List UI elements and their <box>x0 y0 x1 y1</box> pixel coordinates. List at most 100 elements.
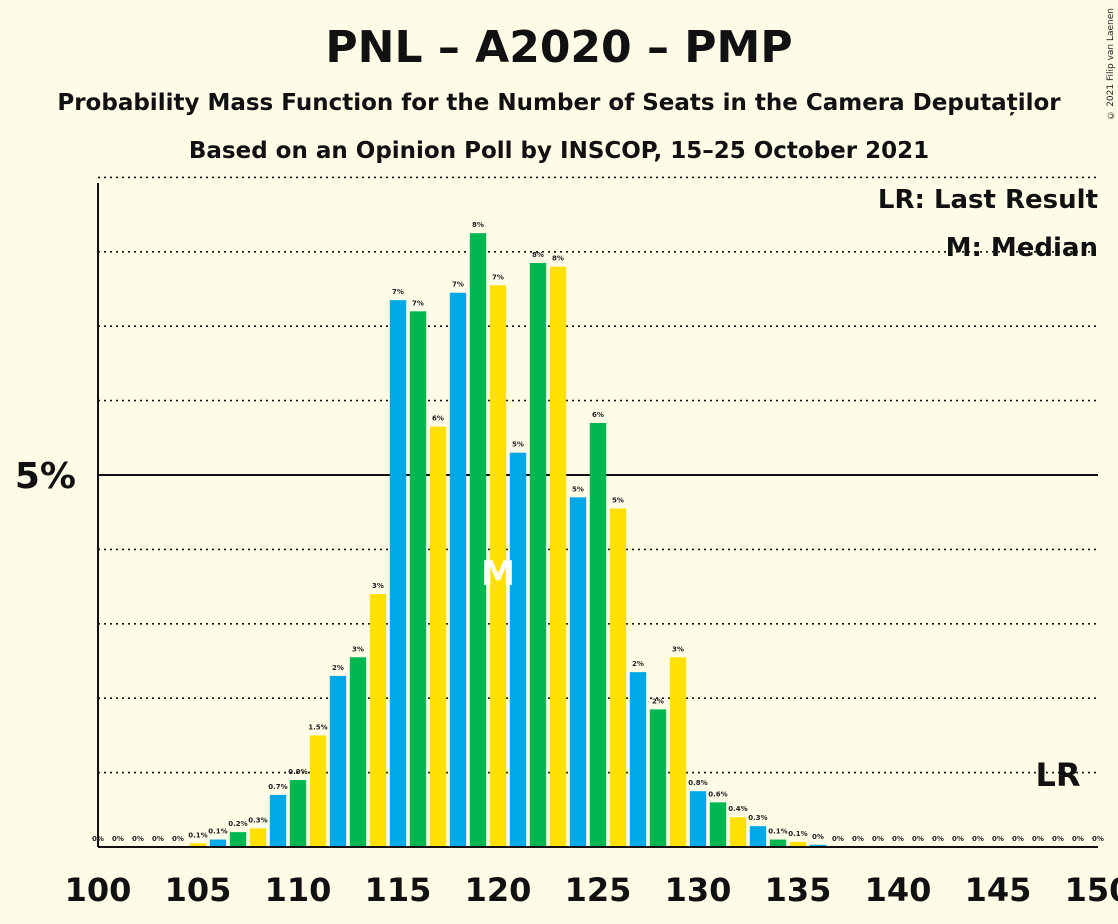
data-label: 0% <box>1092 835 1104 843</box>
data-label: 0.6% <box>708 790 727 798</box>
bar-seat-107 <box>229 832 247 847</box>
x-tick-label: 140 <box>865 871 932 909</box>
x-tick-label: 150 <box>1065 871 1118 909</box>
bar-seat-129 <box>669 657 687 847</box>
bar-seat-121 <box>509 452 527 847</box>
median-marker: M <box>481 554 515 594</box>
data-label: 0.4% <box>728 805 747 813</box>
data-label: 2% <box>652 697 664 705</box>
bar-seat-113 <box>349 657 367 847</box>
data-label: 0% <box>932 835 944 843</box>
data-label: 0.1% <box>188 831 207 839</box>
bar-seat-126 <box>609 508 627 847</box>
chart-subtitle: Probability Mass Function for the Number… <box>57 90 1061 116</box>
data-label: 0% <box>1012 835 1024 843</box>
data-label: 7% <box>412 299 424 307</box>
x-tick-label: 125 <box>565 871 632 909</box>
data-label: 0% <box>112 835 124 843</box>
data-label: 0.1% <box>208 828 227 836</box>
bar-seat-111 <box>309 735 327 847</box>
data-label: 0% <box>812 833 824 841</box>
data-label: 2% <box>332 664 344 672</box>
data-label: 0% <box>132 835 144 843</box>
bar-seat-116 <box>409 311 427 847</box>
data-label: 8% <box>472 221 484 229</box>
data-label: 3% <box>352 645 364 653</box>
bar-seat-132 <box>729 817 747 847</box>
x-tick-label: 105 <box>165 871 232 909</box>
bar-seat-124 <box>569 497 587 847</box>
data-label: 0% <box>1032 835 1044 843</box>
bar-seat-112 <box>329 675 347 847</box>
bar-seat-122 <box>529 262 547 848</box>
data-label: 7% <box>492 273 504 281</box>
bar-seat-106 <box>209 839 227 847</box>
data-label: 0% <box>852 835 864 843</box>
data-label: 0% <box>972 835 984 843</box>
data-label: 0% <box>1052 835 1064 843</box>
x-tick-label: 115 <box>365 871 432 909</box>
data-label: 0.3% <box>248 816 267 824</box>
bar-seat-125 <box>589 422 607 847</box>
bar-seat-118 <box>449 292 467 848</box>
bar-seat-123 <box>549 266 567 847</box>
data-label: 0% <box>152 835 164 843</box>
y-tick-label: 5% <box>15 456 76 497</box>
data-label: 0% <box>172 835 184 843</box>
chart-title: PNL – A2020 – PMP <box>325 22 793 73</box>
data-label: 5% <box>572 485 584 493</box>
data-label: 0.1% <box>768 828 787 836</box>
data-label: 6% <box>592 411 604 419</box>
data-label: 0% <box>832 835 844 843</box>
data-label: 6% <box>432 415 444 423</box>
x-tick-label: 130 <box>665 871 732 909</box>
data-label: 3% <box>372 582 384 590</box>
bar-seat-110 <box>289 780 307 847</box>
data-label: 1.5% <box>308 723 327 731</box>
data-label: 0% <box>992 835 1004 843</box>
legend-median: M: Median <box>945 233 1098 263</box>
bar-seat-117 <box>429 426 447 847</box>
x-tick-label: 145 <box>965 871 1032 909</box>
data-label: 5% <box>612 496 624 504</box>
data-label: 0.3% <box>748 814 767 822</box>
data-label: 8% <box>532 251 544 259</box>
bar-seat-108 <box>249 828 267 847</box>
bar-seat-120 <box>489 285 507 847</box>
data-label: 8% <box>552 255 564 263</box>
bar-seat-105 <box>189 843 207 847</box>
bar-seat-114 <box>369 594 387 847</box>
data-label: 0.1% <box>788 830 807 838</box>
last-result-marker: LR <box>1035 756 1080 794</box>
data-label: 7% <box>392 288 404 296</box>
bar-seat-119 <box>469 233 487 847</box>
x-tick-label: 135 <box>765 871 832 909</box>
data-label: 0% <box>912 835 924 843</box>
data-label: 0.9% <box>288 768 307 776</box>
bar-seat-128 <box>649 709 667 847</box>
bar-seat-133 <box>749 826 767 847</box>
data-label: 3% <box>672 645 684 653</box>
bar-seat-131 <box>709 802 727 847</box>
bar-seat-130 <box>689 791 707 847</box>
legend-last-result: LR: Last Result <box>877 185 1098 215</box>
data-label: 0.8% <box>688 779 707 787</box>
data-label: 7% <box>452 281 464 289</box>
chart-source-line: Based on an Opinion Poll by INSCOP, 15–2… <box>188 138 930 164</box>
data-label: 0.7% <box>268 783 287 791</box>
x-tick-label: 120 <box>465 871 532 909</box>
data-label: 2% <box>632 660 644 668</box>
bar-seat-135 <box>789 841 807 847</box>
data-label: 0% <box>1072 835 1084 843</box>
bar-seat-136 <box>809 844 827 847</box>
data-label: 0% <box>892 835 904 843</box>
bar-seat-134 <box>769 839 787 847</box>
bar-seat-115 <box>389 300 407 847</box>
data-label: 0.2% <box>228 820 247 828</box>
data-label: 0% <box>872 835 884 843</box>
data-label: 5% <box>512 441 524 449</box>
bar-seat-127 <box>629 672 647 847</box>
x-tick-label: 100 <box>65 871 132 909</box>
data-label: 0% <box>952 835 964 843</box>
